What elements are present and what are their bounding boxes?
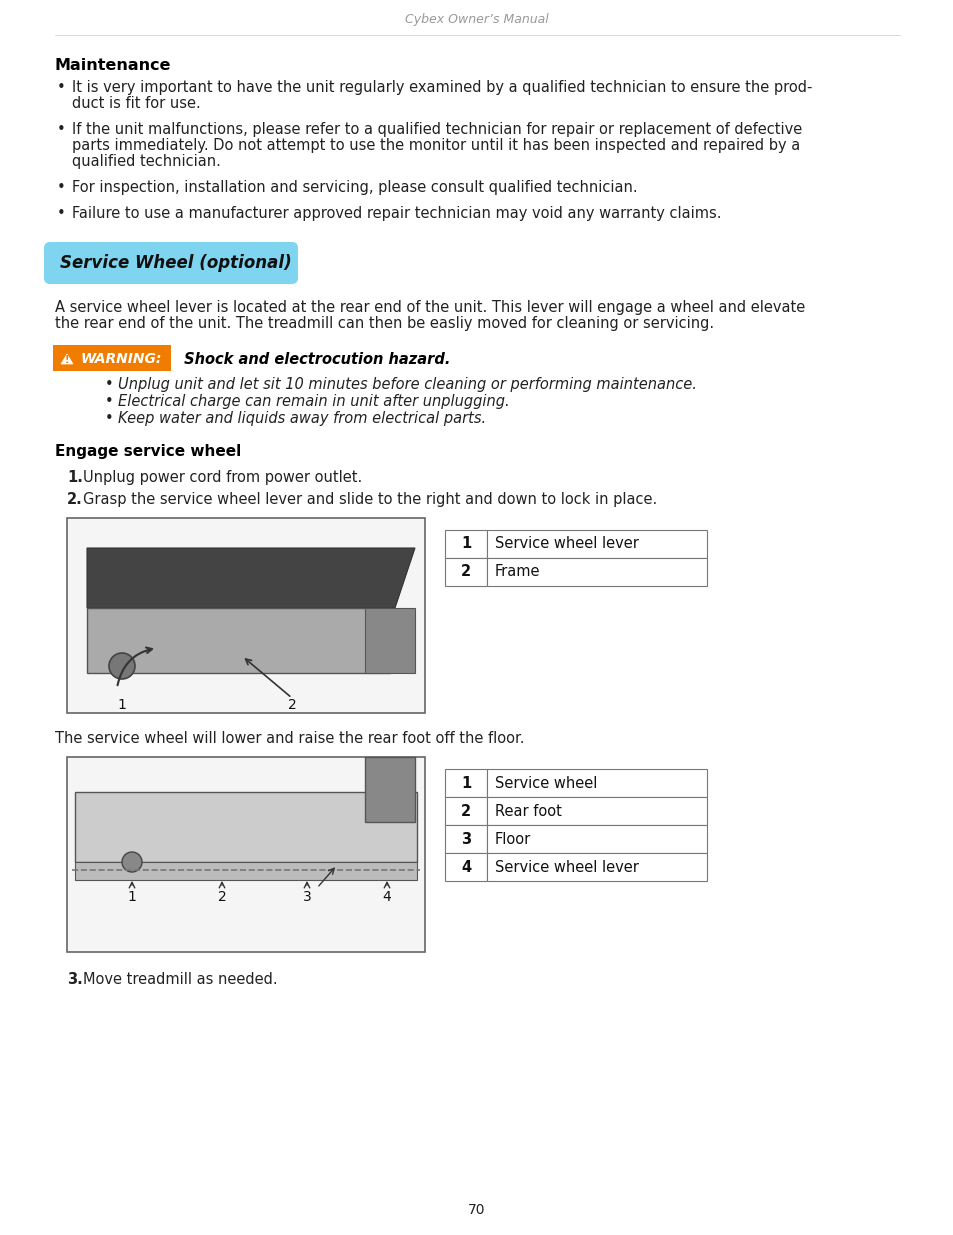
Text: the rear end of the unit. The treadmill can then be easliy moved for cleaning or: the rear end of the unit. The treadmill … <box>55 316 714 331</box>
Circle shape <box>109 653 135 679</box>
Bar <box>444 825 486 853</box>
Bar <box>444 558 486 585</box>
Bar <box>444 797 486 825</box>
Bar <box>444 853 486 881</box>
Text: •: • <box>105 394 113 409</box>
Bar <box>87 608 390 673</box>
Text: 1.: 1. <box>67 471 83 485</box>
Bar <box>444 769 486 797</box>
Polygon shape <box>61 354 73 364</box>
Text: 3: 3 <box>302 890 311 904</box>
Text: A service wheel lever is located at the rear end of the unit. This lever will en: A service wheel lever is located at the … <box>55 300 804 315</box>
Text: Maintenance: Maintenance <box>55 58 172 73</box>
Bar <box>486 825 706 853</box>
Text: 4: 4 <box>460 860 471 874</box>
Text: 1: 1 <box>460 536 471 552</box>
Text: Service Wheel (optional): Service Wheel (optional) <box>60 254 292 272</box>
Text: Keep water and liquids away from electrical parts.: Keep water and liquids away from electri… <box>118 411 486 426</box>
Text: 4: 4 <box>382 890 391 904</box>
Text: The service wheel will lower and raise the rear foot off the floor.: The service wheel will lower and raise t… <box>55 731 524 746</box>
Text: parts immediately. Do not attempt to use the monitor until it has been inspected: parts immediately. Do not attempt to use… <box>71 138 800 153</box>
Text: !: ! <box>65 354 70 366</box>
Bar <box>67 757 424 952</box>
Text: •: • <box>57 180 66 195</box>
Text: 1: 1 <box>460 776 471 790</box>
Polygon shape <box>365 608 415 673</box>
Text: Unplug unit and let sit 10 minutes before cleaning or performing maintenance.: Unplug unit and let sit 10 minutes befor… <box>118 377 696 391</box>
Text: Frame: Frame <box>495 564 540 579</box>
Text: •: • <box>105 377 113 391</box>
Text: •: • <box>57 206 66 221</box>
Bar <box>444 530 486 558</box>
Text: Engage service wheel: Engage service wheel <box>55 445 241 459</box>
Text: duct is fit for use.: duct is fit for use. <box>71 96 200 111</box>
Bar <box>67 517 424 713</box>
Text: Move treadmill as needed.: Move treadmill as needed. <box>83 972 277 987</box>
Text: Rear foot: Rear foot <box>495 804 561 819</box>
Text: 2: 2 <box>217 890 226 904</box>
Text: 2: 2 <box>460 804 471 819</box>
Text: Shock and electrocution hazard.: Shock and electrocution hazard. <box>179 352 450 367</box>
Text: Failure to use a manufacturer approved repair technician may void any warranty c: Failure to use a manufacturer approved r… <box>71 206 720 221</box>
Text: Electrical charge can remain in unit after unplugging.: Electrical charge can remain in unit aft… <box>118 394 509 409</box>
Bar <box>75 862 416 881</box>
Bar <box>486 558 706 585</box>
Text: 3.: 3. <box>67 972 83 987</box>
Bar <box>486 769 706 797</box>
Text: WARNING:: WARNING: <box>81 352 162 366</box>
Text: Service wheel lever: Service wheel lever <box>495 860 639 874</box>
Bar <box>75 792 416 862</box>
Circle shape <box>122 852 142 872</box>
Text: Floor: Floor <box>495 831 531 846</box>
Text: 3: 3 <box>460 831 471 846</box>
Text: 1: 1 <box>117 698 127 713</box>
Text: qualified technician.: qualified technician. <box>71 154 221 169</box>
Text: Cybex Owner’s Manual: Cybex Owner’s Manual <box>405 14 548 26</box>
Text: Service wheel: Service wheel <box>495 776 597 790</box>
Text: •: • <box>57 122 66 137</box>
Text: •: • <box>57 80 66 95</box>
Bar <box>486 853 706 881</box>
Text: 2: 2 <box>460 564 471 579</box>
Bar <box>486 797 706 825</box>
FancyBboxPatch shape <box>53 345 171 370</box>
Text: 70: 70 <box>468 1203 485 1216</box>
Text: Service wheel lever: Service wheel lever <box>495 536 639 552</box>
Bar <box>486 530 706 558</box>
Text: For inspection, installation and servicing, please consult qualified technician.: For inspection, installation and servici… <box>71 180 637 195</box>
Text: If the unit malfunctions, please refer to a qualified technician for repair or r: If the unit malfunctions, please refer t… <box>71 122 801 137</box>
Bar <box>365 757 415 823</box>
Text: Grasp the service wheel lever and slide to the right and down to lock in place.: Grasp the service wheel lever and slide … <box>83 492 657 508</box>
Text: It is very important to have the unit regularly examined by a qualified technici: It is very important to have the unit re… <box>71 80 812 95</box>
Text: Unplug power cord from power outlet.: Unplug power cord from power outlet. <box>83 471 362 485</box>
Text: 1: 1 <box>128 890 136 904</box>
FancyBboxPatch shape <box>44 242 297 284</box>
Text: 2.: 2. <box>67 492 83 508</box>
Polygon shape <box>87 548 415 608</box>
Text: 2: 2 <box>287 698 296 713</box>
Text: •: • <box>105 411 113 426</box>
